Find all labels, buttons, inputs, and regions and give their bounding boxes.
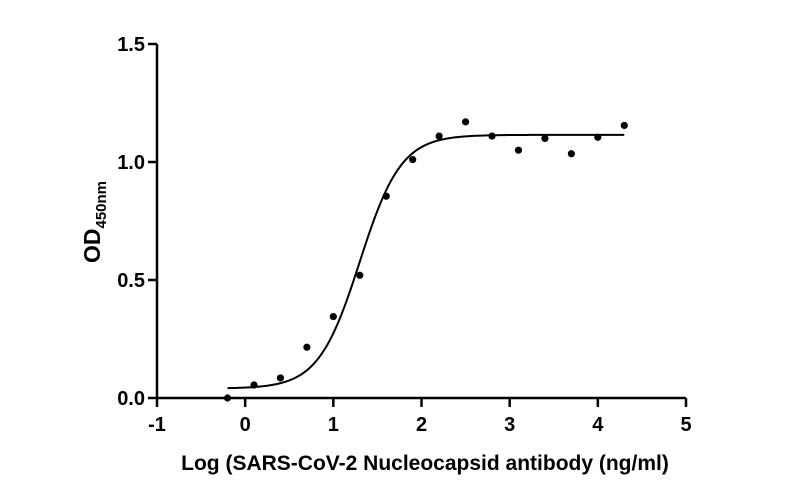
x-tick-label: 3: [504, 414, 515, 436]
x-axis: -1 0 1 2 3 4 5: [148, 396, 692, 436]
data-point: [329, 312, 337, 321]
data-point: [461, 118, 470, 126]
x-tick-label: 5: [680, 414, 691, 436]
y-tick-label: 1.0: [117, 152, 145, 174]
data-point: [409, 156, 417, 164]
x-axis-label: Log (SARS-CoV-2 Nucleocapsid antibody (n…: [181, 452, 669, 475]
data-point: [250, 381, 258, 389]
x-tick-label: 0: [240, 414, 251, 436]
x-tick-label: -1: [148, 414, 166, 436]
x-tick-label: 4: [592, 414, 604, 436]
data-point: [488, 132, 496, 140]
x-tick-label: 2: [416, 414, 427, 436]
data-point: [541, 134, 549, 142]
data-point: [514, 146, 523, 154]
y-axis-label-main: OD: [79, 229, 105, 264]
data-point: [594, 133, 602, 141]
data-point: [620, 121, 628, 130]
data-point: [223, 394, 232, 402]
data-point: [303, 343, 311, 351]
y-axis-label: OD450nm: [79, 181, 110, 263]
data-point: [567, 150, 575, 158]
x-ticks: -1 0 1 2 3 4 5: [148, 398, 692, 436]
data-point: [382, 192, 390, 200]
fit-curve: [227, 133, 625, 390]
x-tick-label: 1: [328, 414, 339, 436]
y-ticks: 0.0 0.5 1.0 1.5: [117, 34, 157, 410]
y-tick-label: 1.5: [117, 34, 145, 56]
y-tick-label: 0.0: [117, 388, 145, 410]
data-point: [356, 271, 364, 279]
data-point: [435, 132, 443, 140]
y-axis: 0.0 0.5 1.0 1.5: [117, 34, 159, 410]
y-axis-label-subscript: 450nm: [93, 181, 110, 229]
data-points: [223, 118, 628, 402]
y-tick-label: 0.5: [117, 270, 145, 292]
data-point: [276, 374, 285, 382]
